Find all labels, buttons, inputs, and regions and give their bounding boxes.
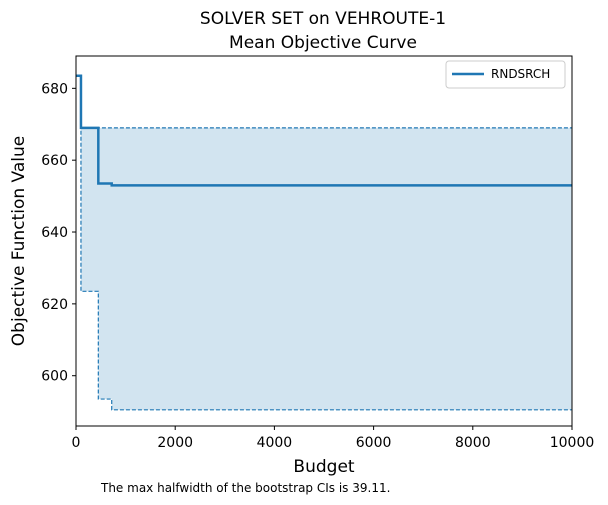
x-tick-label: 6000 — [356, 435, 392, 451]
y-tick-label: 660 — [41, 153, 68, 169]
legend-label-rndsrch: RNDSRCH — [491, 67, 550, 81]
x-tick-label: 2000 — [157, 435, 193, 451]
x-tick-label: 10000 — [550, 435, 595, 451]
y-axis-ticks: 600 620 640 660 680 — [41, 81, 76, 385]
x-axis-label: Budget — [293, 457, 354, 477]
ci-band — [76, 75, 572, 410]
chart-title-line2: Mean Objective Curve — [229, 33, 417, 53]
y-axis-label: Objective Function Value — [9, 136, 29, 346]
ci-upper-line — [76, 75, 572, 129]
ci-halfwidth-note: The max halfwidth of the bootstrap CIs i… — [100, 481, 390, 495]
y-tick-label: 680 — [41, 81, 68, 97]
y-tick-label: 620 — [41, 297, 68, 313]
y-tick-label: 600 — [41, 369, 68, 385]
y-tick-label: 640 — [41, 225, 68, 241]
chart-title-line1: SOLVER SET on VEHROUTE-1 — [200, 9, 446, 29]
ci-lower-line — [76, 75, 572, 411]
x-tick-label: 0 — [72, 435, 81, 451]
legend: RNDSRCH — [445, 60, 566, 89]
x-axis-ticks: 0 2000 4000 6000 8000 10000 — [72, 426, 595, 451]
plot-area — [76, 74, 572, 411]
x-tick-label: 4000 — [257, 435, 293, 451]
legend-box — [445, 60, 566, 89]
x-tick-label: 8000 — [455, 435, 491, 451]
axes-frame — [75, 55, 573, 427]
series-line-rndsrch — [76, 74, 572, 187]
